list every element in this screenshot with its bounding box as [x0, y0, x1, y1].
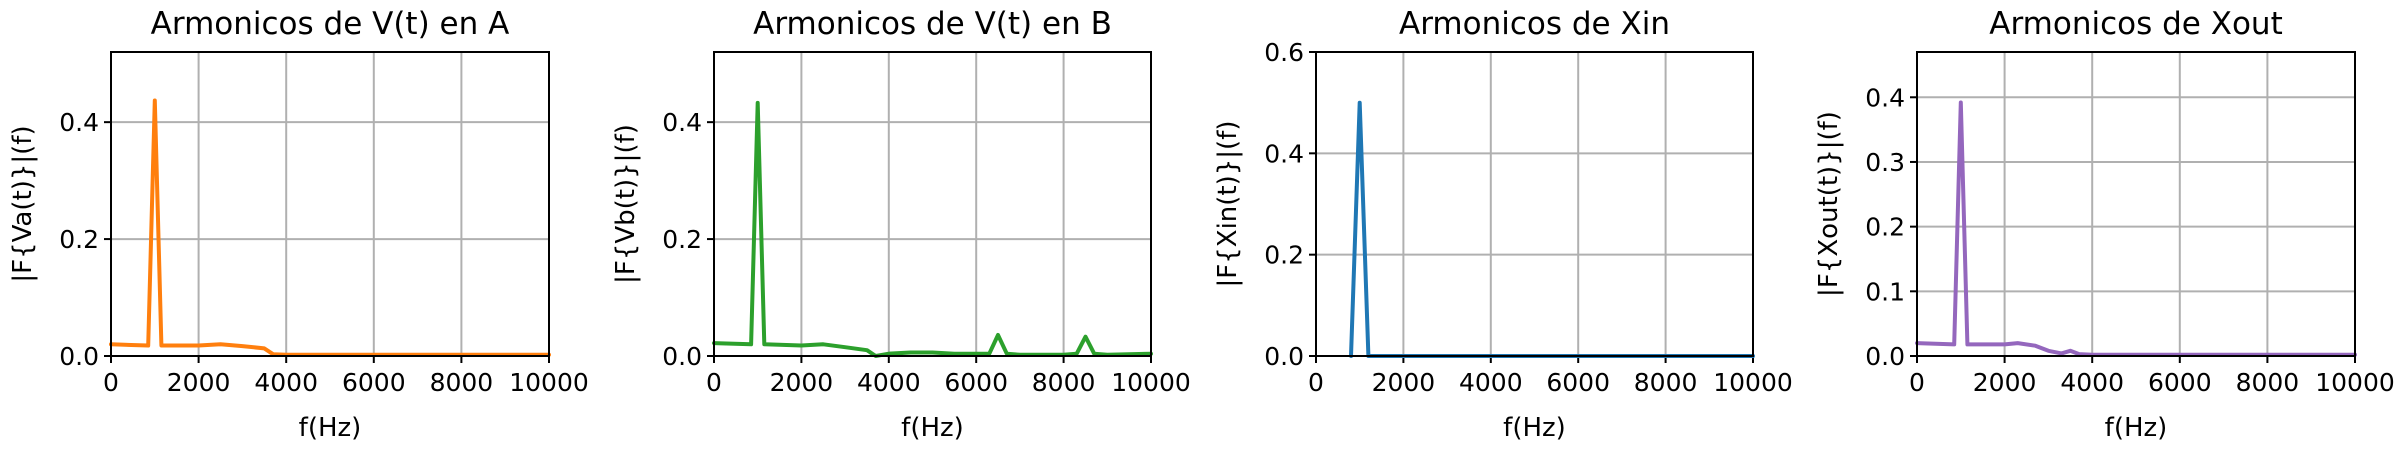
- x-tick-label: 8000: [1634, 368, 1698, 397]
- x-tick-label: 6000: [342, 368, 406, 397]
- y-tick-label: 0.4: [59, 108, 99, 137]
- y-tick-label: 0.3: [1865, 148, 1905, 177]
- y-axis-label: |F{Xout(t)}|(f): [1814, 111, 1844, 297]
- y-tick-label: 0.0: [1865, 342, 1905, 371]
- x-tick-label: 8000: [2236, 368, 2300, 397]
- x-tick-label: 10000: [509, 368, 589, 397]
- x-tick-label: 4000: [2060, 368, 2124, 397]
- x-tick-label: 8000: [430, 368, 494, 397]
- x-tick-label: 6000: [944, 368, 1008, 397]
- y-tick-label: 0.2: [59, 225, 99, 254]
- series-line: [1915, 100, 2357, 357]
- y-tick-label: 0.4: [1865, 83, 1905, 112]
- x-tick-label: 10000: [1713, 368, 1793, 397]
- x-tick-label: 8000: [1032, 368, 1096, 397]
- y-tick-label: 0.1: [1865, 277, 1905, 306]
- plot-frame: [1315, 51, 1754, 357]
- plot-frame: [110, 51, 550, 357]
- x-tick-label: 4000: [1459, 368, 1523, 397]
- x-tick-label: 2000: [167, 368, 231, 397]
- y-tick-label: 0.2: [1264, 241, 1304, 270]
- plot-frame: [713, 51, 1152, 357]
- x-tick-label: 0: [1308, 368, 1324, 397]
- chart-panel-2: 0 2000 4000 6000 8000 10000 0.0 0.2 0.4 Armonicos…: [611, 6, 1191, 443]
- x-tick-label: 10000: [2315, 368, 2395, 397]
- x-tick-label: 0: [706, 368, 722, 397]
- x-axis-label: f(Hz): [2105, 413, 2168, 443]
- x-tick-label: 2000: [1372, 368, 1436, 397]
- chart-title: Armonicos de Xout: [1989, 6, 2282, 42]
- y-tick-label: 0.0: [59, 342, 99, 371]
- x-tick-label: 6000: [2148, 368, 2212, 397]
- x-tick-label: 2000: [1973, 368, 2037, 397]
- x-axis-label: f(Hz): [1503, 413, 1566, 443]
- series-line: [1349, 100, 1755, 358]
- x-tick-label: 2000: [770, 368, 834, 397]
- chart-title: Armonicos de Xin: [1399, 6, 1670, 42]
- plot-frame: [1916, 51, 2356, 357]
- chart-panel-3: 0 2000 4000 6000 8000 10000 0.0 0.2 0.4 0.6 Armoni…: [1213, 6, 1793, 443]
- series-line: [109, 98, 551, 357]
- y-axis-label: |F{Vb(t)}|(f): [611, 124, 641, 284]
- y-axis-label: |F{Va(t)}|(f): [8, 125, 38, 282]
- series-line: [712, 100, 1153, 358]
- x-tick-label: 0: [103, 368, 119, 397]
- y-axis-label: |F{Xin(t)}|(f): [1213, 121, 1243, 288]
- y-tick-label: 0.4: [662, 108, 702, 137]
- x-tick-label: 6000: [1546, 368, 1610, 397]
- x-axis-label: f(Hz): [299, 413, 362, 443]
- y-tick-label: 0.4: [1264, 139, 1304, 168]
- x-tick-label: 0: [1909, 368, 1925, 397]
- x-tick-label: 4000: [254, 368, 318, 397]
- chart-panel-1: 0 2000 4000 6000 8000 10000 0.0 0.2 0.4 Armonicos…: [8, 6, 589, 443]
- y-tick-label: 0.0: [662, 342, 702, 371]
- y-tick-label: 0.2: [662, 225, 702, 254]
- y-tick-label: 0.2: [1865, 213, 1905, 242]
- y-tick-label: 0.0: [1264, 342, 1304, 371]
- chart-title: Armonicos de V(t) en B: [753, 6, 1112, 42]
- x-tick-label: 10000: [1111, 368, 1191, 397]
- y-tick-label: 0.6: [1264, 38, 1304, 67]
- x-axis-label: f(Hz): [901, 413, 964, 443]
- chart-panel-4: 0 2000 4000 6000 8000 10000 0.0 0.1 0.2 0.3 0.4 Arm…: [1814, 6, 2395, 443]
- chart-title: Armonicos de V(t) en A: [151, 6, 510, 42]
- x-tick-label: 4000: [857, 368, 921, 397]
